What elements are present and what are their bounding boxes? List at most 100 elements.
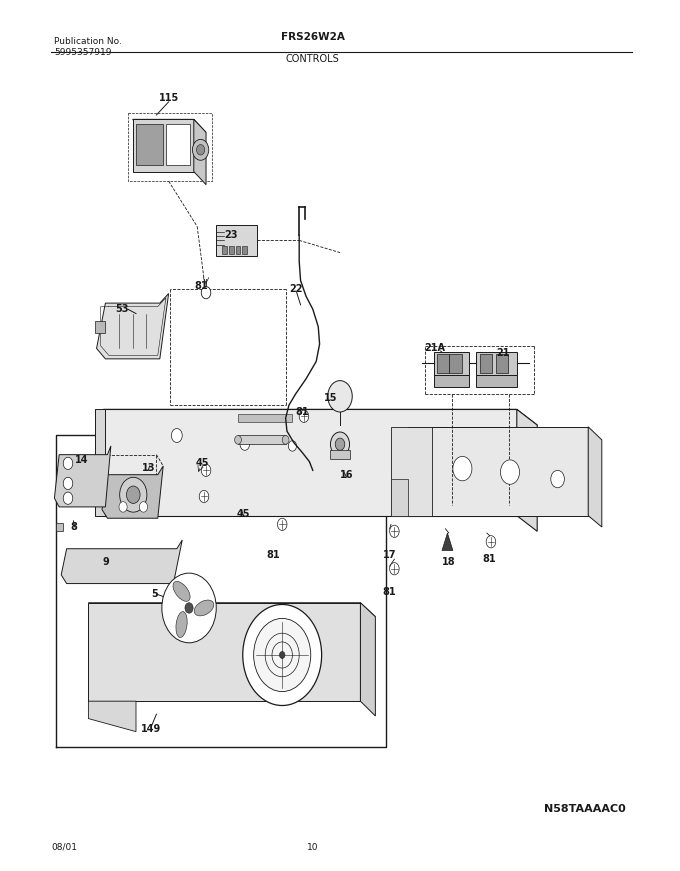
Circle shape: [63, 477, 73, 490]
Text: 18: 18: [442, 557, 456, 567]
Polygon shape: [588, 427, 602, 527]
Polygon shape: [238, 414, 292, 422]
Circle shape: [277, 518, 287, 530]
Circle shape: [254, 618, 311, 692]
Text: N58TAAAAC0: N58TAAAAC0: [544, 805, 626, 814]
Text: 17: 17: [383, 550, 396, 560]
Text: 13: 13: [141, 463, 155, 473]
Text: 21A: 21A: [425, 343, 445, 354]
Polygon shape: [61, 540, 182, 584]
Bar: [496, 354, 508, 373]
Text: FRS26W2A: FRS26W2A: [281, 32, 345, 42]
Text: 53: 53: [116, 304, 129, 314]
Polygon shape: [442, 533, 453, 550]
Polygon shape: [391, 479, 408, 516]
Text: CONTROLS: CONTROLS: [286, 54, 340, 64]
Polygon shape: [88, 701, 136, 732]
Polygon shape: [102, 466, 163, 518]
Polygon shape: [95, 321, 105, 333]
Polygon shape: [103, 409, 517, 516]
Circle shape: [201, 464, 211, 476]
Text: 21: 21: [496, 348, 510, 358]
Polygon shape: [95, 409, 105, 516]
Text: 81: 81: [383, 587, 396, 598]
Bar: [216, 225, 257, 256]
Text: 08/01: 08/01: [51, 843, 77, 852]
Text: 15: 15: [324, 393, 338, 403]
Circle shape: [279, 652, 285, 658]
Circle shape: [282, 436, 289, 444]
Circle shape: [63, 457, 73, 469]
Circle shape: [201, 287, 211, 299]
Bar: [222, 246, 227, 254]
Circle shape: [199, 490, 209, 503]
Text: 81: 81: [267, 550, 280, 560]
Circle shape: [162, 573, 216, 643]
Text: 14: 14: [75, 455, 88, 465]
Polygon shape: [166, 124, 190, 165]
Text: 9: 9: [102, 557, 109, 567]
Polygon shape: [133, 119, 206, 132]
Polygon shape: [136, 124, 163, 165]
Text: 5995357919: 5995357919: [54, 48, 112, 57]
Polygon shape: [103, 409, 537, 425]
Bar: [242, 246, 248, 254]
Text: 81: 81: [194, 280, 208, 291]
Circle shape: [299, 410, 309, 422]
Bar: [437, 354, 449, 373]
Polygon shape: [88, 603, 360, 701]
Polygon shape: [434, 375, 469, 387]
Ellipse shape: [194, 600, 214, 616]
Circle shape: [197, 145, 205, 155]
Text: 8: 8: [70, 522, 77, 532]
Circle shape: [500, 460, 520, 484]
Circle shape: [551, 470, 564, 488]
Polygon shape: [476, 375, 517, 387]
Circle shape: [390, 525, 399, 537]
Text: 115: 115: [158, 93, 179, 104]
Polygon shape: [88, 603, 375, 617]
Polygon shape: [56, 523, 63, 531]
Text: 149: 149: [141, 724, 161, 734]
Circle shape: [453, 456, 472, 481]
Bar: [228, 246, 234, 254]
Text: 5: 5: [152, 589, 158, 599]
Polygon shape: [194, 119, 206, 185]
Circle shape: [126, 486, 140, 503]
Circle shape: [235, 436, 241, 444]
Text: 45: 45: [237, 509, 250, 519]
Polygon shape: [54, 446, 111, 507]
Circle shape: [486, 536, 496, 548]
Circle shape: [390, 563, 399, 575]
Bar: [480, 354, 492, 373]
Polygon shape: [517, 409, 537, 531]
Circle shape: [288, 441, 296, 451]
Text: 81: 81: [296, 407, 309, 417]
Polygon shape: [476, 352, 517, 375]
Text: 81: 81: [483, 554, 496, 564]
Polygon shape: [360, 603, 375, 716]
Text: 16: 16: [340, 469, 354, 480]
Polygon shape: [391, 427, 432, 516]
Circle shape: [330, 432, 350, 456]
Circle shape: [185, 603, 193, 613]
Bar: [330, 450, 350, 459]
Circle shape: [120, 477, 147, 512]
Text: 23: 23: [224, 230, 238, 240]
Circle shape: [240, 438, 250, 450]
Polygon shape: [97, 294, 169, 359]
Text: 22: 22: [290, 284, 303, 294]
Circle shape: [243, 604, 322, 706]
Polygon shape: [408, 427, 588, 516]
Bar: [236, 246, 241, 254]
Circle shape: [63, 492, 73, 504]
Polygon shape: [434, 352, 469, 375]
Bar: [449, 354, 462, 373]
Polygon shape: [133, 119, 194, 172]
Circle shape: [119, 502, 127, 512]
Circle shape: [192, 139, 209, 160]
Text: 45: 45: [196, 458, 209, 469]
Circle shape: [139, 502, 148, 512]
Polygon shape: [238, 436, 286, 444]
Circle shape: [335, 438, 345, 450]
